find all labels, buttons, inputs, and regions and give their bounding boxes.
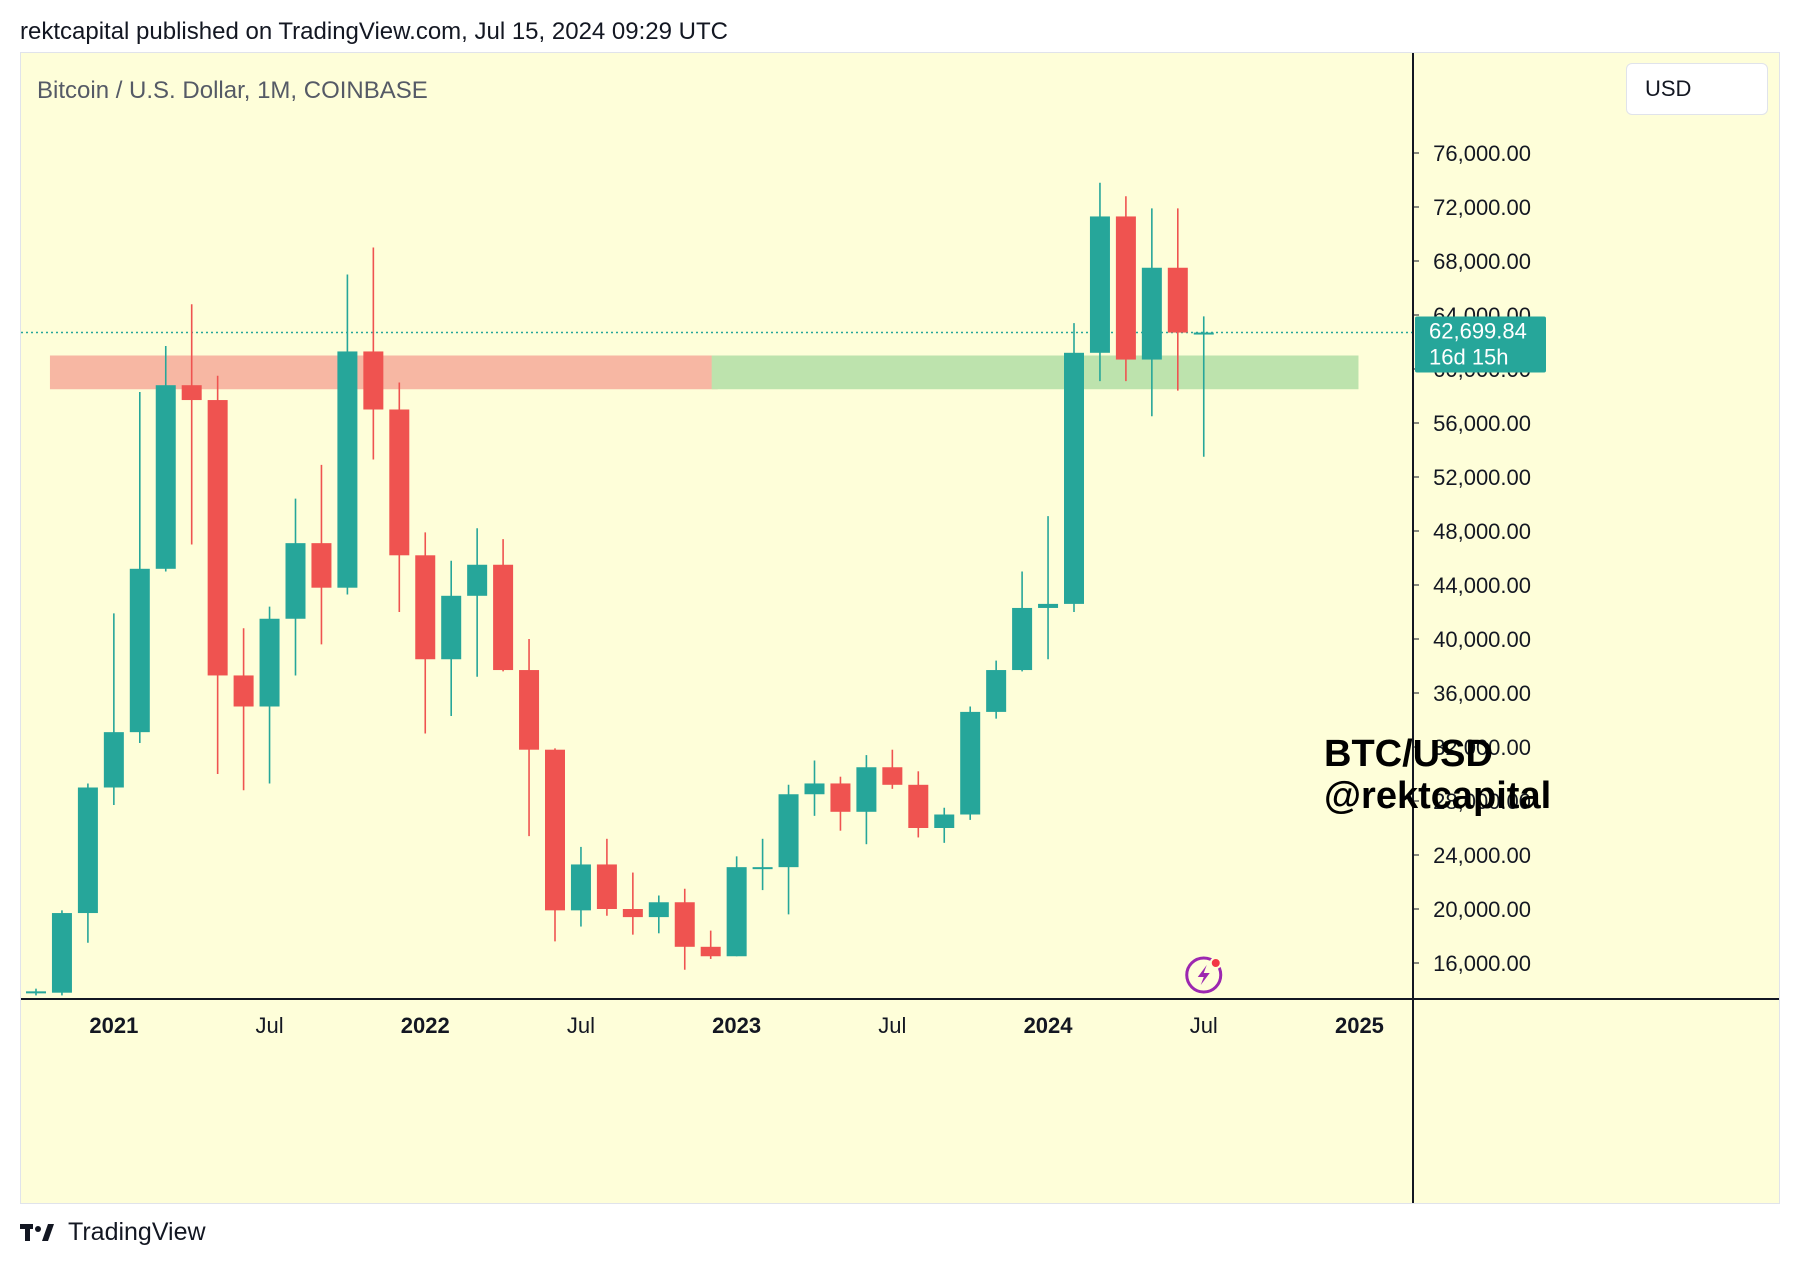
candle-body-38	[1012, 607, 1033, 671]
y-tick-label-10: 56,000.00	[1433, 411, 1531, 436]
resistance-zone	[49, 355, 718, 390]
x-tick-label-0: 2021	[89, 1013, 138, 1038]
lightning-icon-dot	[1209, 957, 1222, 969]
candle-body-13	[363, 351, 384, 410]
candle-body-43	[1141, 267, 1162, 360]
candle-body-25	[674, 902, 695, 947]
candle-body-18	[493, 564, 514, 671]
candle-body-0	[26, 991, 46, 994]
candle-body-28	[752, 867, 773, 870]
candle-body-40	[1064, 352, 1084, 604]
candle-body-35	[934, 814, 955, 828]
lightning-icon	[1197, 965, 1210, 985]
lightning-icon-ring	[1185, 956, 1223, 994]
y-tick-label-1: 20,000.00	[1433, 897, 1531, 922]
support-zone	[711, 355, 1359, 390]
publish-info: rektcapital published on TradingView.com…	[20, 18, 728, 45]
y-tick-label-3: 28,000.00	[1433, 789, 1531, 814]
candle-body-34	[908, 784, 929, 828]
y-tick-label-9: 52,000.00	[1433, 465, 1531, 490]
candle-body-36	[960, 711, 981, 815]
candle-body-9	[259, 618, 280, 707]
candle-body-31	[830, 783, 851, 812]
candle-body-3	[103, 732, 124, 788]
x-tick-label-4: 2023	[712, 1013, 761, 1038]
symbol-title: Bitcoin / U.S. Dollar, 1M, COINBASE	[37, 77, 428, 104]
candle-body-45	[1193, 332, 1214, 335]
candle-body-10	[285, 543, 306, 619]
currency-button[interactable]: USD	[1626, 63, 1768, 115]
y-tick-label-15: 76,000.00	[1433, 141, 1531, 166]
candle-body-41	[1089, 216, 1110, 353]
candle-body-24	[648, 902, 669, 918]
candle-body-7	[207, 400, 228, 676]
candle-body-23	[622, 909, 643, 918]
x-tick-label-3: Jul	[567, 1013, 595, 1038]
candle-body-12	[337, 351, 358, 588]
candle-body-39	[1038, 603, 1059, 608]
candle-body-29	[778, 794, 799, 868]
candle-body-17	[467, 564, 488, 596]
y-tick-label-0: 16,000.00	[1433, 951, 1531, 976]
watermark-line-1: BTC/USD	[1324, 733, 1493, 775]
candle-body-20	[545, 749, 565, 911]
last-price-label: 62,699.84	[1429, 319, 1527, 344]
chart-area[interactable]: 16,000.00 20,000.00 24,000.00 28,000.00 32,0…	[20, 52, 1780, 1204]
x-tick-label-7: Jul	[1190, 1013, 1218, 1038]
candle-body-44	[1167, 267, 1188, 333]
last-price-label-box	[1415, 316, 1546, 373]
x-tick-label-1: Jul	[255, 1013, 283, 1038]
tradingview-logo-icon	[20, 1223, 54, 1241]
y-tick-label-14: 72,000.00	[1433, 195, 1531, 220]
candle-body-1	[51, 913, 72, 993]
candle-body-11	[311, 543, 332, 588]
candle-body-2	[77, 787, 98, 914]
footer: TradingView	[20, 1218, 206, 1247]
x-tick-label-8: 2025	[1335, 1013, 1384, 1038]
y-tick-label-7: 44,000.00	[1433, 573, 1531, 598]
y-tick-label-13: 68,000.00	[1433, 249, 1531, 274]
candle-body-33	[882, 767, 903, 785]
candle-body-6	[181, 385, 202, 401]
candle-body-5	[155, 385, 176, 569]
x-tick-label-6: 2024	[1024, 1013, 1074, 1038]
candle-body-27	[726, 867, 747, 957]
y-tick-label-8: 48,000.00	[1433, 519, 1531, 544]
candle-body-30	[804, 783, 825, 795]
y-tick-label-2: 24,000.00	[1433, 843, 1531, 868]
y-tick-label-5: 36,000.00	[1433, 681, 1531, 706]
candle-body-37	[986, 670, 1007, 712]
x-tick-label-5: Jul	[878, 1013, 906, 1038]
chart-watermark: BTC/USD @rektcapital	[1324, 733, 1551, 817]
candle-body-4	[129, 568, 150, 733]
y-tick-label-4: 32,000.00	[1433, 735, 1531, 760]
candle-body-22	[596, 864, 617, 909]
candlestick-chart[interactable]: 16,000.00 20,000.00 24,000.00 28,000.00 32,0…	[21, 53, 1779, 1203]
candle-body-8	[233, 675, 254, 707]
countdown-label: 16d 15h	[1429, 345, 1509, 370]
candle-body-32	[856, 767, 877, 812]
x-tick-label-2: 2022	[401, 1013, 450, 1038]
watermark-line-2: @rektcapital	[1324, 775, 1552, 817]
candle-body-15	[415, 555, 436, 660]
tradingview-brand: TradingView	[68, 1218, 206, 1246]
y-tick-label-6: 40,000.00	[1433, 627, 1531, 652]
candle-body-26	[700, 946, 721, 957]
candle-body-21	[570, 864, 591, 911]
candle-body-14	[389, 409, 410, 556]
candle-body-42	[1115, 216, 1136, 360]
candle-body-19	[519, 670, 540, 750]
candle-body-16	[441, 595, 462, 660]
